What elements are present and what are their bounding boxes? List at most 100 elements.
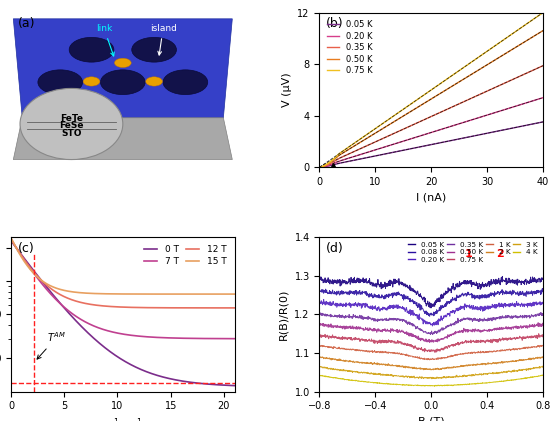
7 T bbox=[186, 336, 193, 341]
Line: 0 T: 0 T bbox=[11, 241, 234, 386]
Line: 7 T: 7 T bbox=[11, 240, 234, 338]
Line: 0.20 K: 0.20 K bbox=[320, 98, 543, 167]
Ellipse shape bbox=[163, 70, 208, 95]
0 T bbox=[106, 349, 113, 354]
0.35 K bbox=[316, 165, 323, 170]
Legend: 0.05 K, 0.08 K, 0.20 K, 0.35 K, 0.50 K, 0.75 K, 1 K, 2 K, 3 K, 4 K: 0.05 K, 0.08 K, 0.20 K, 0.35 K, 0.50 K, … bbox=[406, 240, 539, 264]
Polygon shape bbox=[13, 19, 232, 118]
0.50 K bbox=[389, 120, 396, 125]
0.05 K bbox=[479, 132, 485, 137]
0.05 K bbox=[478, 132, 484, 137]
Ellipse shape bbox=[115, 58, 131, 67]
0.75 K bbox=[404, 104, 411, 109]
15 T bbox=[186, 292, 193, 297]
0.75 K bbox=[389, 115, 396, 120]
0.20 K bbox=[456, 121, 463, 126]
Ellipse shape bbox=[132, 37, 176, 62]
0.35 K bbox=[540, 63, 546, 68]
0.75 K bbox=[479, 52, 485, 57]
Ellipse shape bbox=[69, 37, 114, 62]
0.35 K bbox=[389, 132, 396, 137]
0.05 K bbox=[389, 150, 396, 155]
Line: 15 T: 15 T bbox=[11, 238, 234, 294]
0.35 K bbox=[456, 101, 463, 106]
0.05 K bbox=[404, 147, 411, 152]
Ellipse shape bbox=[100, 70, 145, 95]
Line: 0.35 K: 0.35 K bbox=[320, 66, 543, 167]
7 T bbox=[106, 329, 113, 334]
0 T bbox=[8, 239, 14, 244]
0.20 K bbox=[479, 114, 485, 119]
15 T bbox=[106, 291, 113, 296]
0 T bbox=[98, 342, 105, 347]
Polygon shape bbox=[13, 118, 232, 160]
Line: 0.05 K: 0.05 K bbox=[320, 122, 543, 167]
0.05 K bbox=[316, 165, 323, 170]
7 T bbox=[182, 336, 189, 341]
15 T bbox=[231, 292, 238, 297]
0.20 K bbox=[343, 156, 350, 161]
Text: island: island bbox=[150, 24, 177, 55]
12 T bbox=[231, 305, 238, 310]
0.20 K bbox=[478, 115, 484, 120]
Text: (b): (b) bbox=[326, 17, 344, 30]
X-axis label: I (nA): I (nA) bbox=[416, 192, 447, 203]
Legend: 0.05 K, 0.20 K, 0.35 K, 0.50 K, 0.75 K: 0.05 K, 0.20 K, 0.35 K, 0.50 K, 0.75 K bbox=[324, 17, 376, 78]
7 T bbox=[231, 336, 238, 341]
12 T bbox=[182, 305, 189, 310]
0.05 K bbox=[540, 120, 546, 125]
Text: FeSe: FeSe bbox=[59, 121, 84, 131]
0.75 K bbox=[343, 146, 350, 151]
X-axis label: $T^{-1}$(K$^{-1}$): $T^{-1}$(K$^{-1}$) bbox=[99, 417, 147, 421]
12 T bbox=[186, 305, 193, 310]
0.50 K bbox=[478, 66, 484, 71]
0.50 K bbox=[479, 66, 485, 71]
0 T bbox=[231, 383, 238, 388]
Ellipse shape bbox=[38, 70, 83, 95]
0.50 K bbox=[404, 111, 411, 116]
Text: (c): (c) bbox=[18, 242, 34, 255]
Line: 0.50 K: 0.50 K bbox=[320, 31, 543, 167]
15 T bbox=[30, 271, 37, 276]
X-axis label: B (T): B (T) bbox=[418, 417, 444, 421]
Text: link: link bbox=[96, 24, 114, 56]
Y-axis label: V (μV): V (μV) bbox=[282, 73, 292, 107]
0.50 K bbox=[456, 79, 463, 84]
Ellipse shape bbox=[83, 77, 100, 86]
0.75 K bbox=[456, 67, 463, 72]
7 T bbox=[8, 237, 14, 242]
0 T bbox=[182, 379, 189, 384]
Legend: 0 T, 7 T, 12 T, 15 T: 0 T, 7 T, 12 T, 15 T bbox=[140, 241, 230, 269]
Text: $T^{AM}$: $T^{AM}$ bbox=[37, 330, 66, 359]
0.35 K bbox=[478, 91, 484, 96]
7 T bbox=[30, 271, 37, 276]
7 T bbox=[98, 326, 105, 331]
0 T bbox=[186, 380, 193, 385]
0.75 K bbox=[540, 10, 546, 15]
0 T bbox=[161, 375, 168, 380]
15 T bbox=[182, 292, 189, 297]
Line: 12 T: 12 T bbox=[11, 239, 234, 308]
0.35 K bbox=[479, 91, 485, 96]
0.20 K bbox=[540, 95, 546, 100]
0.20 K bbox=[389, 142, 396, 147]
0.35 K bbox=[404, 125, 411, 130]
0.75 K bbox=[316, 165, 323, 170]
Text: FeTe: FeTe bbox=[60, 114, 83, 123]
15 T bbox=[8, 235, 14, 240]
12 T bbox=[8, 237, 14, 242]
0.35 K bbox=[343, 152, 350, 157]
0.20 K bbox=[316, 165, 323, 170]
0.05 K bbox=[456, 136, 463, 141]
12 T bbox=[161, 305, 168, 310]
Text: STO: STO bbox=[61, 129, 81, 138]
7 T bbox=[161, 335, 168, 340]
Text: (a): (a) bbox=[18, 17, 35, 30]
0.75 K bbox=[478, 53, 484, 58]
0.50 K bbox=[540, 28, 546, 33]
Text: (d): (d) bbox=[326, 242, 344, 255]
Line: 0.75 K: 0.75 K bbox=[320, 13, 543, 167]
Text: 1: 1 bbox=[465, 249, 473, 259]
Ellipse shape bbox=[146, 77, 162, 86]
Text: 2: 2 bbox=[496, 249, 504, 259]
